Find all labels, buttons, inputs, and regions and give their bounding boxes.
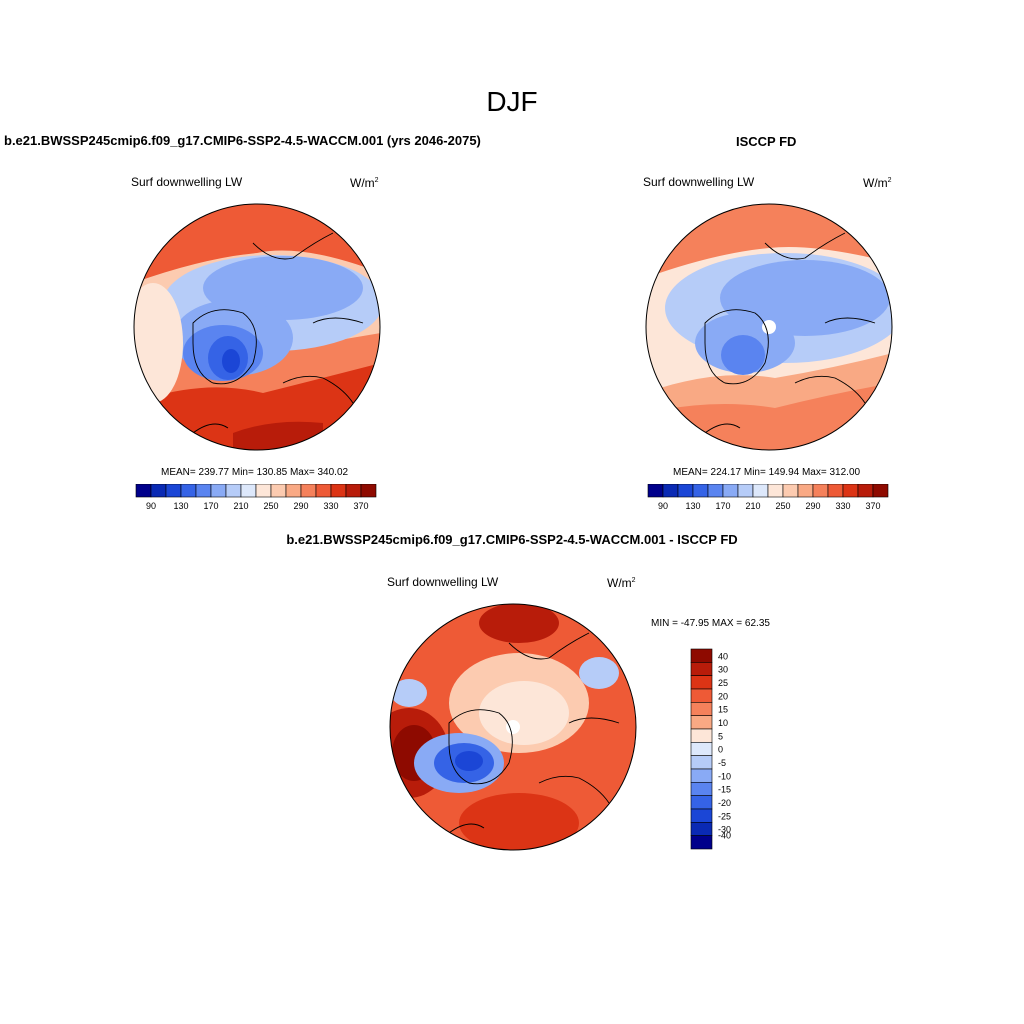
panel-title-model: b.e21.BWSSP245cmip6.f09_g17.CMIP6-SSP2-4… <box>4 133 481 148</box>
colorbar-tick-label: 10 <box>718 718 728 728</box>
colorbar-tick-label: 210 <box>233 501 248 511</box>
stats-diff: MIN = -47.95 MAX = 62.35 <box>651 618 770 629</box>
colorbar-box <box>330 484 347 498</box>
colorbar-tick-label: 130 <box>173 501 188 511</box>
colorbar-tick-label: 210 <box>745 501 760 511</box>
colorbar-tick-label: 370 <box>865 501 880 511</box>
colorbar-box <box>767 484 784 498</box>
figure-title: DJF <box>486 86 538 117</box>
panel-title-obs: ISCCP FD <box>736 134 797 149</box>
colorbar-obs: 90 130 170 210 250 290 330 370 <box>647 484 889 511</box>
colorbar-box <box>345 484 362 498</box>
colorbar-box <box>690 808 713 823</box>
colorbar-box <box>690 822 713 836</box>
panel-title-diff: b.e21.BWSSP245cmip6.f09_g17.CMIP6-SSP2-4… <box>286 532 738 547</box>
colorbar-box <box>690 755 713 770</box>
colorbar-box <box>690 782 713 796</box>
colorbar-tick-label: 330 <box>835 501 850 511</box>
colorbar-tick-label: 370 <box>353 501 368 511</box>
colorbar-box <box>270 484 287 498</box>
polar-map-diff <box>389 603 637 851</box>
colorbar-box <box>285 484 302 498</box>
colorbar-tick-label: 40 <box>718 651 728 661</box>
variable-label-obs: Surf downwelling LW <box>643 175 755 189</box>
variable-label-model: Surf downwelling LW <box>131 175 243 189</box>
colorbar-box <box>135 484 152 498</box>
colorbar-tick-label: 20 <box>718 691 728 701</box>
colorbar-box <box>690 715 713 730</box>
colorbar-tick-label: 170 <box>203 501 218 511</box>
colorbar-model: 90 130 170 210 250 290 330 370 <box>135 484 377 511</box>
colorbar-box <box>690 728 713 743</box>
colorbar-box <box>315 484 332 498</box>
colorbar-tick-label: -40 <box>718 831 731 841</box>
units-label-diff: W/m2 <box>607 576 636 590</box>
colorbar-box <box>690 662 713 676</box>
colorbar-box <box>165 484 182 498</box>
colorbar-box <box>360 484 377 498</box>
colorbar-tick-label: 5 <box>718 731 723 741</box>
colorbar-box <box>195 484 212 498</box>
colorbar-box <box>240 484 257 498</box>
stats-obs: MEAN= 224.17 Min= 149.94 Max= 312.00 <box>673 467 861 478</box>
colorbar-box <box>690 768 713 783</box>
colorbar-box <box>842 484 859 498</box>
colorbar-box <box>255 484 272 498</box>
colorbar-box <box>872 484 889 498</box>
units-label-model: W/m2 <box>350 176 379 190</box>
colorbar-tick-label: 0 <box>718 745 723 755</box>
colorbar-box <box>690 742 713 756</box>
colorbar-box <box>827 484 844 498</box>
colorbar-box <box>180 484 197 498</box>
colorbar-box <box>690 795 713 810</box>
colorbar-box <box>225 484 242 498</box>
colorbar-box <box>210 484 227 498</box>
colorbar-box <box>812 484 829 498</box>
colorbar-box <box>782 484 799 498</box>
colorbar-tick-label: 250 <box>775 501 790 511</box>
units-label-obs: W/m2 <box>863 176 892 190</box>
colorbar-tick-label: 290 <box>805 501 820 511</box>
colorbar-box <box>707 484 724 498</box>
colorbar-tick-label: -5 <box>718 758 726 768</box>
colorbar-tick-label: 330 <box>323 501 338 511</box>
colorbar-box <box>647 484 664 498</box>
polar-map-model <box>133 203 381 451</box>
colorbar-tick-label: 250 <box>263 501 278 511</box>
colorbar-box <box>752 484 769 498</box>
colorbar-tick-label: 25 <box>718 678 728 688</box>
polar-map-obs <box>645 203 893 451</box>
colorbar-tick-label: -25 <box>718 811 731 821</box>
colorbar-tick-label: 15 <box>718 705 728 715</box>
colorbar-box <box>690 702 713 716</box>
colorbar-box <box>692 484 709 498</box>
colorbar-tick-label: 90 <box>146 501 156 511</box>
variable-label-diff: Surf downwelling LW <box>387 575 499 589</box>
colorbar-diff: 40 30 25 20 15 10 5 0 -5 -10 -15 -20 -25 -30-40 <box>690 648 731 850</box>
colorbar-tick-label: 290 <box>293 501 308 511</box>
colorbar-tick-label: 90 <box>658 501 668 511</box>
colorbar-tick-label: 170 <box>715 501 730 511</box>
colorbar-box <box>690 688 713 703</box>
colorbar-box <box>690 675 713 690</box>
colorbar-box <box>797 484 814 498</box>
colorbar-box <box>677 484 694 498</box>
colorbar-tick-label: 30 <box>718 665 728 675</box>
colorbar-tick-label: -10 <box>718 771 731 781</box>
colorbar-box <box>737 484 754 498</box>
colorbar-tick-label: -20 <box>718 798 731 808</box>
colorbar-box <box>690 835 713 850</box>
colorbar-tick-label: 130 <box>685 501 700 511</box>
colorbar-box <box>857 484 874 498</box>
colorbar-box <box>690 648 713 663</box>
colorbar-tick-label: -15 <box>718 785 731 795</box>
colorbar-box <box>150 484 167 498</box>
colorbar-box <box>722 484 739 498</box>
colorbar-tick-label: -30 <box>718 825 731 835</box>
colorbar-box <box>300 484 317 498</box>
stats-model: MEAN= 239.77 Min= 130.85 Max= 340.02 <box>161 467 349 478</box>
colorbar-box <box>662 484 679 498</box>
